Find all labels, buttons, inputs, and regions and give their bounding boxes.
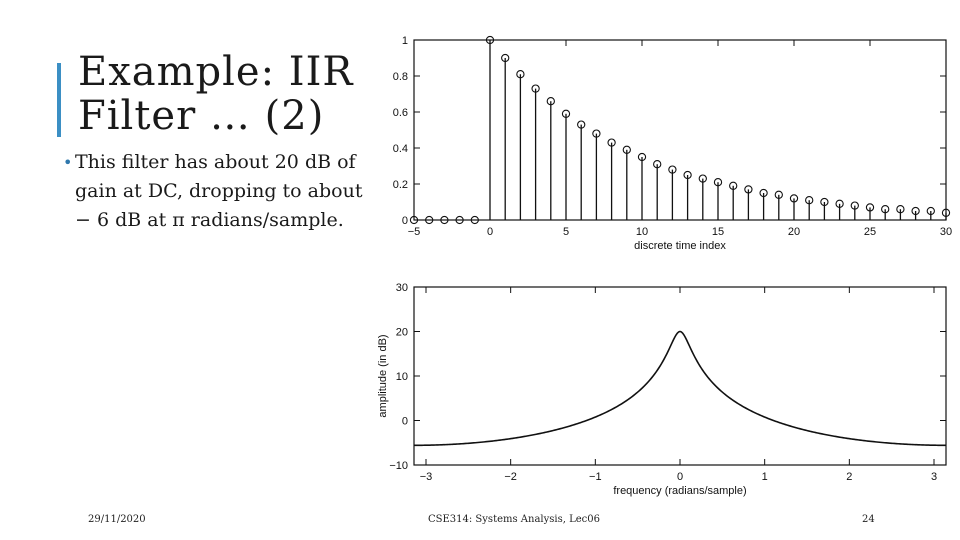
stem-marker <box>865 203 875 212</box>
x-tick-label-impulse: 20 <box>788 226 800 238</box>
x-tick-label-frequency: 0 <box>677 471 683 483</box>
stem-marker <box>592 129 601 138</box>
stem-marker <box>911 206 920 216</box>
x-tick-label-frequency: 2 <box>846 471 852 483</box>
x-tick-label-frequency: 3 <box>931 471 937 483</box>
x-tick-label-impulse: 15 <box>712 226 724 238</box>
y-tick-label-frequency: −10 <box>389 460 408 472</box>
x-tick-label-impulse: 25 <box>864 226 876 238</box>
y-axis-label-frequency: amplitude (in dB) <box>377 334 389 417</box>
page-number: 24 <box>862 514 875 525</box>
stem-marker <box>820 197 829 207</box>
x-tick-label-impulse: 0 <box>487 226 493 238</box>
footer-course: CSE314: Systems Analysis, Lec06 <box>428 514 600 525</box>
stem-marker <box>713 178 723 187</box>
plot-frame-frequency <box>413 286 947 466</box>
x-tick-label-frequency: −2 <box>504 471 517 483</box>
y-tick-label-impulse: 0 <box>402 215 408 227</box>
stem-marker <box>440 215 449 225</box>
x-axis-label-frequency: frequency (radians/sample) <box>613 485 746 497</box>
x-axis-label-impulse: discrete time index <box>634 240 726 252</box>
stem-marker <box>744 185 753 194</box>
x-tick-label-impulse: 5 <box>563 226 569 238</box>
stem-marker <box>683 170 692 180</box>
x-tick-label-impulse: −5 <box>408 226 421 238</box>
frequency-response-curve <box>414 330 946 447</box>
stem-marker <box>896 205 905 214</box>
title-accent-bar <box>57 63 61 137</box>
stem-marker <box>455 215 464 225</box>
y-tick-label-frequency: 30 <box>396 282 408 294</box>
stem-marker <box>546 97 555 106</box>
stem-marker <box>577 120 586 129</box>
stem-marker <box>637 152 647 162</box>
stem-marker <box>501 53 510 63</box>
bullet-point: • This filter has about 20 dB of gain at… <box>63 148 363 235</box>
stem-marker <box>485 35 495 45</box>
stem-marker <box>622 145 631 154</box>
stem-marker <box>774 190 783 199</box>
stem-marker <box>926 206 935 216</box>
stem-marker <box>425 215 434 225</box>
bullet-dot-icon: • <box>63 153 73 172</box>
stem-marker <box>409 215 419 225</box>
stem-marker <box>805 196 814 205</box>
bullet-text: This filter has about 20 dB of gain at D… <box>75 151 363 231</box>
x-tick-label-impulse: 30 <box>940 226 952 238</box>
stem-marker <box>850 201 859 210</box>
x-tick-label-frequency: −3 <box>420 471 433 483</box>
slide-title: Example: IIR Filter … (2) <box>78 50 354 138</box>
stem-marker <box>835 199 844 208</box>
stem-marker <box>698 174 707 183</box>
y-tick-label-frequency: 0 <box>402 416 408 428</box>
stem-marker <box>789 194 799 203</box>
y-tick-label-impulse: 0.4 <box>393 143 408 155</box>
stem-marker <box>561 109 571 118</box>
x-tick-label-frequency: −1 <box>589 471 602 483</box>
stem-marker <box>653 160 662 169</box>
stem-marker <box>759 188 768 198</box>
stem-marker <box>531 84 540 93</box>
x-tick-label-impulse: 10 <box>636 226 648 238</box>
stem-marker <box>607 138 616 147</box>
stem-marker <box>470 215 479 225</box>
x-tick-label-frequency: 1 <box>762 471 768 483</box>
stem-marker <box>881 205 890 214</box>
stem-marker <box>729 181 738 190</box>
y-tick-label-impulse: 0.8 <box>393 71 408 83</box>
slide-title-line2: Filter … (2) <box>78 93 325 139</box>
y-tick-label-frequency: 20 <box>396 327 408 339</box>
stem-marker <box>941 208 951 217</box>
y-tick-label-impulse: 0.2 <box>393 179 408 191</box>
slide-title-line1: Example: IIR <box>78 49 354 95</box>
footer-date: 29/11/2020 <box>88 514 146 525</box>
plot-frame-impulse <box>413 39 947 221</box>
y-tick-label-impulse: 1 <box>402 35 408 47</box>
stem-marker <box>668 165 677 174</box>
y-tick-label-frequency: 10 <box>396 371 408 383</box>
y-tick-label-impulse: 0.6 <box>393 107 408 119</box>
stem-marker <box>516 70 525 79</box>
